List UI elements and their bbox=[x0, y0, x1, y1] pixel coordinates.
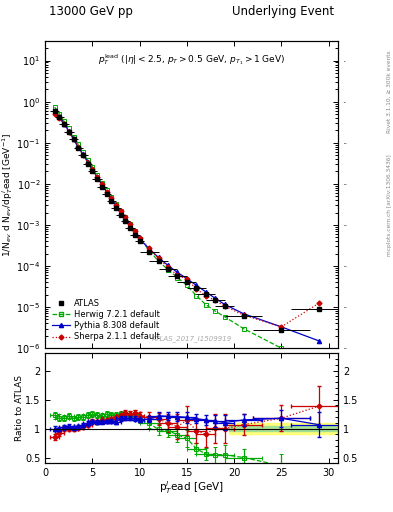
Text: mcplots.cern.ch [arXiv:1306.3436]: mcplots.cern.ch [arXiv:1306.3436] bbox=[387, 154, 392, 255]
Text: Rivet 3.1.10, ≥ 300k events: Rivet 3.1.10, ≥ 300k events bbox=[387, 51, 392, 134]
X-axis label: p$_T^{l}$ead [GeV]: p$_T^{l}$ead [GeV] bbox=[159, 480, 224, 497]
Text: ATLAS_2017_I1509919: ATLAS_2017_I1509919 bbox=[151, 335, 232, 342]
Legend: ATLAS, Herwig 7.2.1 default, Pythia 8.308 default, Sherpa 2.1.1 default: ATLAS, Herwig 7.2.1 default, Pythia 8.30… bbox=[50, 297, 162, 344]
Y-axis label: 1/N$_{ev}$ d N$_{ev}$/dp$_T^{l}$ead [GeV$^{-1}$]: 1/N$_{ev}$ d N$_{ev}$/dp$_T^{l}$ead [GeV… bbox=[0, 133, 15, 257]
Y-axis label: Ratio to ATLAS: Ratio to ATLAS bbox=[15, 375, 24, 441]
Text: 13000 GeV pp: 13000 GeV pp bbox=[49, 5, 133, 18]
Text: Underlying Event: Underlying Event bbox=[232, 5, 334, 18]
Text: $p_T^{\rm lead}$ ($|\eta| < 2.5$, $p_T > 0.5$ GeV, $p_{T_1} > 1$ GeV): $p_T^{\rm lead}$ ($|\eta| < 2.5$, $p_T >… bbox=[98, 52, 285, 67]
